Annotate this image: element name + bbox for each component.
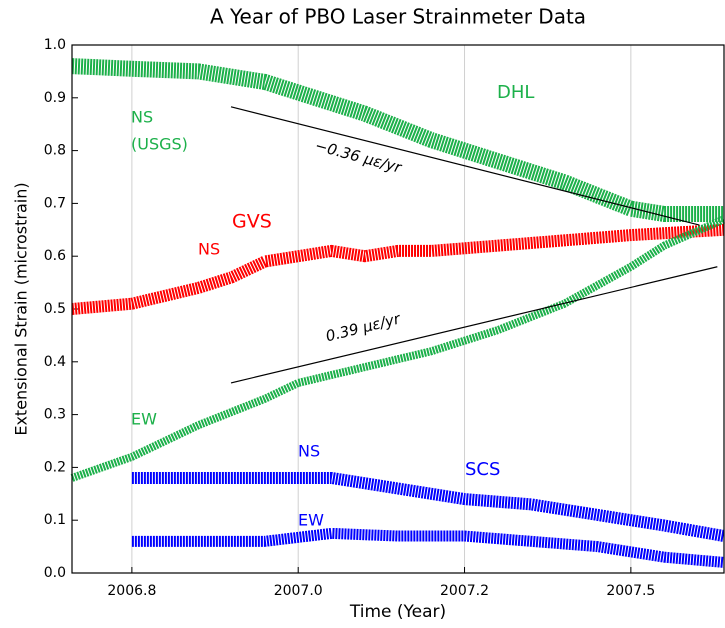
trend-line	[230, 106, 700, 226]
y-tick-label: 0.9	[44, 90, 66, 106]
y-tick-label: 0.5	[44, 301, 66, 317]
annotation: EW	[298, 511, 324, 530]
x-tick-label: 2006.8	[107, 583, 156, 599]
x-tick-label: 2007.5	[606, 583, 655, 599]
annotation: (USGS)	[131, 135, 188, 154]
y-tick-label: 0.8	[44, 143, 66, 159]
x-tick-label: 2007.0	[274, 583, 323, 599]
trend-label: −0.36 με/yr	[313, 136, 404, 177]
annotation: DHL	[497, 82, 534, 103]
y-tick-label: 0.2	[44, 459, 66, 475]
strain-series	[71, 223, 725, 315]
strain-series	[131, 527, 725, 568]
annotation: NS	[198, 240, 220, 259]
x-tick-label: 2007.2	[440, 583, 489, 599]
y-tick-label: 0.4	[44, 354, 66, 370]
strain-series	[131, 471, 725, 542]
trend-line	[230, 266, 718, 384]
annotation: NS	[298, 442, 320, 461]
y-tick-label: 0.6	[44, 248, 66, 264]
y-tick-label: 0.1	[44, 512, 66, 528]
y-tick-label: 0.3	[44, 407, 66, 423]
y-tick-label: 1.0	[44, 37, 66, 53]
chart-title: A Year of PBO Laser Strainmeter Data	[210, 5, 586, 29]
y-tick-label: 0.0	[44, 565, 66, 581]
annotation: NS	[131, 108, 153, 127]
plot-frame	[71, 44, 725, 574]
trend-label: 0.39 με/yr	[324, 309, 403, 345]
annotation: EW	[131, 410, 157, 429]
x-axis-label: Time (Year)	[349, 602, 446, 622]
y-tick-label: 0.7	[44, 195, 66, 211]
annotation: SCS	[465, 459, 500, 480]
annotation: GVS	[232, 211, 272, 233]
strain-series	[70, 215, 725, 482]
y-axis-label: Extensional Strain (microstrain)	[12, 182, 31, 435]
